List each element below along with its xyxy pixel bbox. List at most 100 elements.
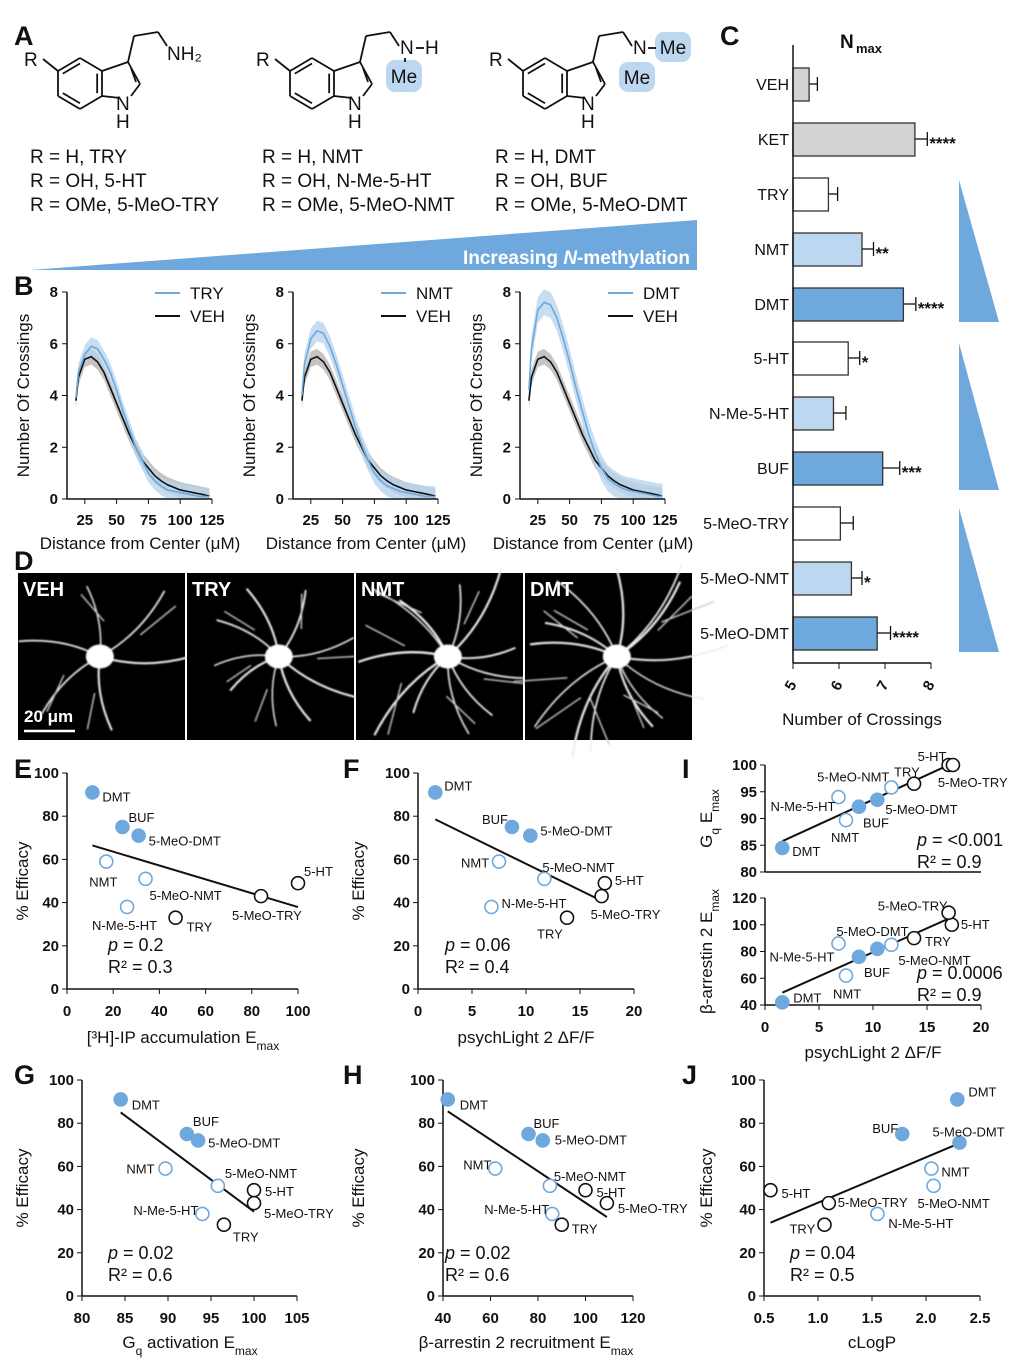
data-point-5-ht xyxy=(290,875,306,891)
amine-n-label: N xyxy=(400,38,414,59)
y-tick-label: 120 xyxy=(732,890,757,907)
methyl-highlight xyxy=(619,62,655,92)
structure-label: R = H, DMT xyxy=(495,147,596,168)
label-part: β-arrestin 2 E xyxy=(697,912,716,1014)
subscript: q xyxy=(708,828,722,835)
point-label: DMT xyxy=(968,1084,996,1099)
methylation-triangle xyxy=(959,343,999,490)
structure-label: R = OMe, 5-MeO-TRY xyxy=(30,195,219,216)
y-tick-label: 40 xyxy=(57,1202,74,1219)
x-tick-label: 10 xyxy=(518,1003,535,1020)
data-point-n-me-5-ht xyxy=(831,936,846,951)
bond-line xyxy=(595,67,602,83)
structure-label: R = H, NMT xyxy=(262,147,363,168)
point-label: 5-MeO-TRY xyxy=(232,908,302,923)
bond-line xyxy=(289,95,313,110)
significance-stars: **** xyxy=(918,299,945,318)
y-tick-label: 100 xyxy=(731,1072,756,1089)
bond-line xyxy=(389,31,400,47)
point-label: N-Me-5-HT xyxy=(92,918,157,933)
data-point-n-me-5-ht xyxy=(544,1206,560,1222)
p-value: p = 0.02 xyxy=(444,1243,511,1263)
amine-h-label: H xyxy=(425,38,439,59)
regression-line xyxy=(434,818,606,904)
ring-h-label: H xyxy=(581,112,595,133)
dendrite-branch xyxy=(374,591,422,614)
point-label: TRY xyxy=(572,1222,598,1237)
category-label: N-Me-5-HT xyxy=(709,406,789,423)
bond-line xyxy=(101,61,129,72)
scatter-panel-j: 0 20 40 60 80 100 0.5 1.0 1.5 2.0 2.5 DMT BUF 5-MeO-D… xyxy=(697,1072,1005,1352)
data-point-nmt xyxy=(98,854,114,869)
methyl-label: Me xyxy=(391,67,417,88)
x-tick-label: 0 xyxy=(414,1003,422,1020)
wedge-label: Increasing N-methylation xyxy=(463,248,690,269)
point-label: 5-MeO-DMT xyxy=(836,924,908,939)
dendrites xyxy=(358,568,531,736)
bond-line xyxy=(359,35,367,63)
point-label: 5-HT xyxy=(781,1186,810,1201)
bond-line xyxy=(544,57,568,72)
data-point-buf xyxy=(179,1126,195,1142)
bond-line xyxy=(130,67,137,83)
point-label: TRY xyxy=(925,934,951,949)
x-tick-label: 80 xyxy=(74,1310,91,1327)
panel-letter-g: G xyxy=(14,1060,35,1090)
data-point-n-me-5-ht xyxy=(119,899,135,915)
x-tick-label: 125 xyxy=(652,512,677,529)
dendrite-branch xyxy=(463,590,480,625)
significance-stars: **** xyxy=(893,628,920,647)
bond-line xyxy=(362,67,369,83)
dendrite-branch xyxy=(254,688,268,722)
r-group-label: R xyxy=(256,50,270,71)
methyl-label: Me xyxy=(624,68,650,89)
y-tick-label: 0 xyxy=(276,491,284,508)
subscript: max xyxy=(611,1344,634,1358)
point-label: 5-MeO-TRY xyxy=(264,1206,334,1221)
label-part: G xyxy=(697,835,716,848)
label-part: cLogP xyxy=(848,1333,896,1352)
x-tick-label: 1.0 xyxy=(808,1310,829,1327)
x-tick-label: 100 xyxy=(241,1310,266,1327)
panel-letter-e: E xyxy=(14,754,32,784)
y-axis-label: Number Of Crossings xyxy=(14,314,33,477)
point-label: BUF xyxy=(128,810,154,825)
legend-label: VEH xyxy=(416,307,451,326)
panel-letter-j: J xyxy=(682,1060,697,1090)
dendrite-branch xyxy=(46,674,65,712)
x-tick-label: 6 xyxy=(828,678,847,694)
y-tick-label: 80 xyxy=(57,1115,74,1132)
y-tick-label: 100 xyxy=(732,757,757,774)
bond-line xyxy=(79,57,103,72)
subscript: max xyxy=(235,1344,258,1358)
p-text: = 0.04 xyxy=(800,1243,856,1263)
y-tick-label: 6 xyxy=(276,336,284,353)
data-point-5-meo-nmt xyxy=(542,1178,558,1194)
label-part: [³H]-IP accumulation E xyxy=(87,1028,257,1047)
y-tick-label: 20 xyxy=(42,938,59,955)
y-tick-label: 40 xyxy=(393,895,410,912)
bar-n-me-5-ht xyxy=(792,396,835,431)
panel-letter-c: C xyxy=(720,21,740,51)
panel-letter-d: D xyxy=(14,546,34,576)
category-label: TRY xyxy=(757,187,789,204)
ring-h-label: H xyxy=(348,112,362,133)
sem-band-veh xyxy=(301,348,436,499)
bar-5-meo-try xyxy=(792,506,842,541)
point-label: BUF xyxy=(534,1116,560,1131)
data-point-5-meo-dmt xyxy=(523,828,538,843)
x-axis-label: Number of Crossings xyxy=(782,710,942,729)
x-tick-label: 0 xyxy=(761,1019,769,1036)
x-tick-label: 40 xyxy=(151,1003,168,1020)
y-tick-label: 8 xyxy=(50,284,58,301)
r-squared: R² = 0.6 xyxy=(445,1265,510,1285)
chart-title: N xyxy=(840,32,854,53)
data-point-dmt xyxy=(440,1092,456,1107)
point-label: N-Me-5-HT xyxy=(770,799,835,814)
legend-label: VEH xyxy=(643,307,678,326)
label-part: psychLight 2 ΔF/F xyxy=(457,1028,594,1047)
x-tick-label: 75 xyxy=(366,512,383,529)
